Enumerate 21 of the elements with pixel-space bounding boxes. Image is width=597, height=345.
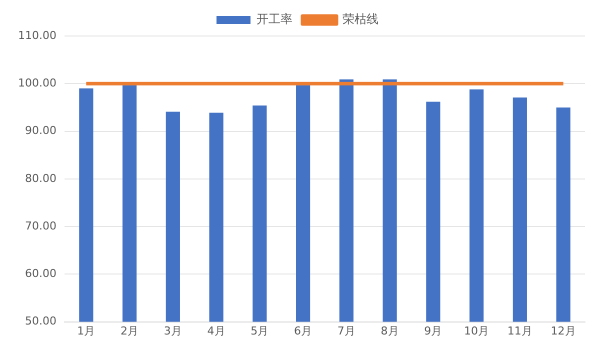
y-tick-label: 70.00 — [24, 219, 56, 232]
x-tick-label: 3月 — [164, 324, 182, 338]
legend-label: 荣枯线 — [342, 12, 378, 26]
x-tick-label: 1月 — [77, 324, 96, 338]
x-tick-label: 12月 — [550, 324, 576, 338]
x-tick-label: 4月 — [207, 324, 226, 338]
x-tick-label: 6月 — [294, 324, 312, 338]
y-tick-label: 90.00 — [24, 124, 56, 138]
y-tick-label: 110.00 — [18, 28, 56, 42]
y-tick-label: 80.00 — [24, 172, 56, 185]
x-tick-label: 8月 — [380, 324, 399, 338]
legend-label: 开工率 — [256, 12, 292, 26]
y-tick-label: 100.00 — [18, 76, 56, 90]
y-tick-label: 50.00 — [24, 314, 56, 328]
x-tick-label: 10月 — [464, 324, 490, 338]
x-tick-label: 11月 — [507, 324, 532, 338]
y-tick-label: 60.00 — [24, 267, 56, 280]
x-tick-label: 7月 — [337, 324, 356, 338]
x-tick-label: 5月 — [250, 324, 269, 338]
x-tick-label: 9月 — [424, 324, 442, 338]
x-tick-label: 2月 — [120, 324, 139, 338]
